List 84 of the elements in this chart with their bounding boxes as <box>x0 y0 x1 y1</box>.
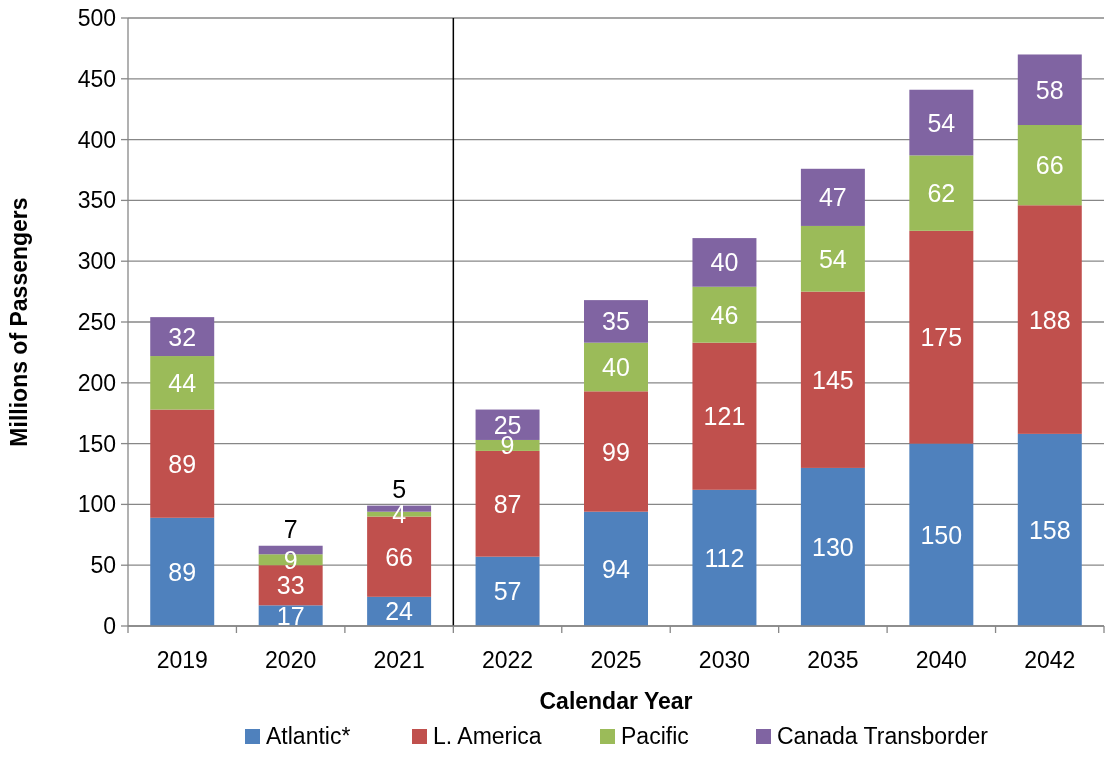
bar <box>150 356 215 410</box>
legend-label: Canada Transborder <box>777 723 989 749</box>
y-axis-title: Millions of Passengers <box>6 197 32 447</box>
y-tick-label: 500 <box>77 5 116 31</box>
y-tick-label: 400 <box>77 126 116 153</box>
bar <box>1017 54 1082 126</box>
x-tick-label: 2019 <box>156 647 208 673</box>
x-tick-label: 2025 <box>590 647 642 673</box>
x-tick-label: 2035 <box>807 647 859 673</box>
data-label: 46 <box>710 300 739 329</box>
data-label: 58 <box>1035 75 1064 104</box>
x-tick-label: 2021 <box>373 647 425 673</box>
data-label: 94 <box>602 554 630 583</box>
bar <box>150 409 215 518</box>
bar <box>1017 205 1082 434</box>
data-label: 62 <box>927 179 956 208</box>
bar <box>909 443 974 626</box>
bar <box>1017 125 1082 206</box>
y-tick-label: 100 <box>77 491 116 518</box>
bar <box>692 238 757 287</box>
data-label: 24 <box>385 597 414 626</box>
bar <box>909 89 974 156</box>
bar <box>800 467 865 626</box>
data-label: 7 <box>283 514 298 543</box>
bar <box>800 168 865 226</box>
data-label: 57 <box>493 577 522 606</box>
y-tick-label: 300 <box>77 248 116 275</box>
data-label: 32 <box>168 322 197 351</box>
bar <box>692 286 757 343</box>
bar <box>584 342 648 392</box>
data-label: 44 <box>168 368 197 397</box>
data-label: 158 <box>1028 515 1071 544</box>
data-label: 89 <box>168 557 197 586</box>
bar <box>584 391 648 512</box>
y-tick-label: 200 <box>77 369 116 396</box>
data-label: 121 <box>703 402 746 431</box>
data-label: 4 <box>392 500 407 529</box>
bar <box>1017 433 1082 626</box>
data-label: 17 <box>276 601 305 630</box>
bar <box>692 342 757 490</box>
x-tick-label: 2042 <box>1024 647 1076 673</box>
y-tick-label: 50 <box>90 552 116 579</box>
data-label: 54 <box>818 244 847 273</box>
data-label: 89 <box>168 449 197 478</box>
x-tick-label: 2020 <box>265 647 317 673</box>
data-label: 66 <box>385 542 414 571</box>
y-tick-label: 150 <box>77 430 116 457</box>
legend-label: Pacific <box>621 723 689 749</box>
bar <box>150 317 215 357</box>
data-label: 54 <box>927 108 956 137</box>
data-label: 66 <box>1035 151 1064 180</box>
legend-label: Atlantic* <box>266 723 351 749</box>
data-label: 40 <box>602 352 630 381</box>
x-tick-label: 2040 <box>915 647 967 673</box>
x-tick-label: 2022 <box>481 647 534 673</box>
data-label: 33 <box>276 571 305 600</box>
data-label: 87 <box>493 489 522 518</box>
data-label: 188 <box>1028 305 1071 334</box>
data-label: 145 <box>812 365 854 394</box>
x-axis-title: Calendar Year <box>539 688 693 714</box>
bar <box>800 225 865 292</box>
legend-label: L. America <box>433 723 542 749</box>
bar <box>584 511 648 626</box>
x-tick-label: 2030 <box>698 647 751 673</box>
data-label: 175 <box>920 323 963 352</box>
bar <box>909 230 974 444</box>
data-label: 40 <box>710 248 739 277</box>
data-label: 47 <box>818 183 847 212</box>
bar <box>909 155 974 231</box>
bar <box>475 556 540 626</box>
data-label: 130 <box>812 532 854 561</box>
bar <box>800 291 865 468</box>
y-tick-label: 0 <box>103 613 116 639</box>
data-label: 35 <box>602 307 630 336</box>
data-label: 99 <box>602 437 630 466</box>
y-tick-label: 350 <box>77 187 116 214</box>
bar <box>692 489 757 626</box>
data-label: 5 <box>392 474 407 503</box>
bar <box>584 300 648 343</box>
data-label: 112 <box>704 543 745 572</box>
bar <box>150 517 215 626</box>
data-label: 150 <box>920 520 963 549</box>
y-tick-label: 250 <box>77 309 116 335</box>
y-tick-label: 450 <box>77 65 116 92</box>
